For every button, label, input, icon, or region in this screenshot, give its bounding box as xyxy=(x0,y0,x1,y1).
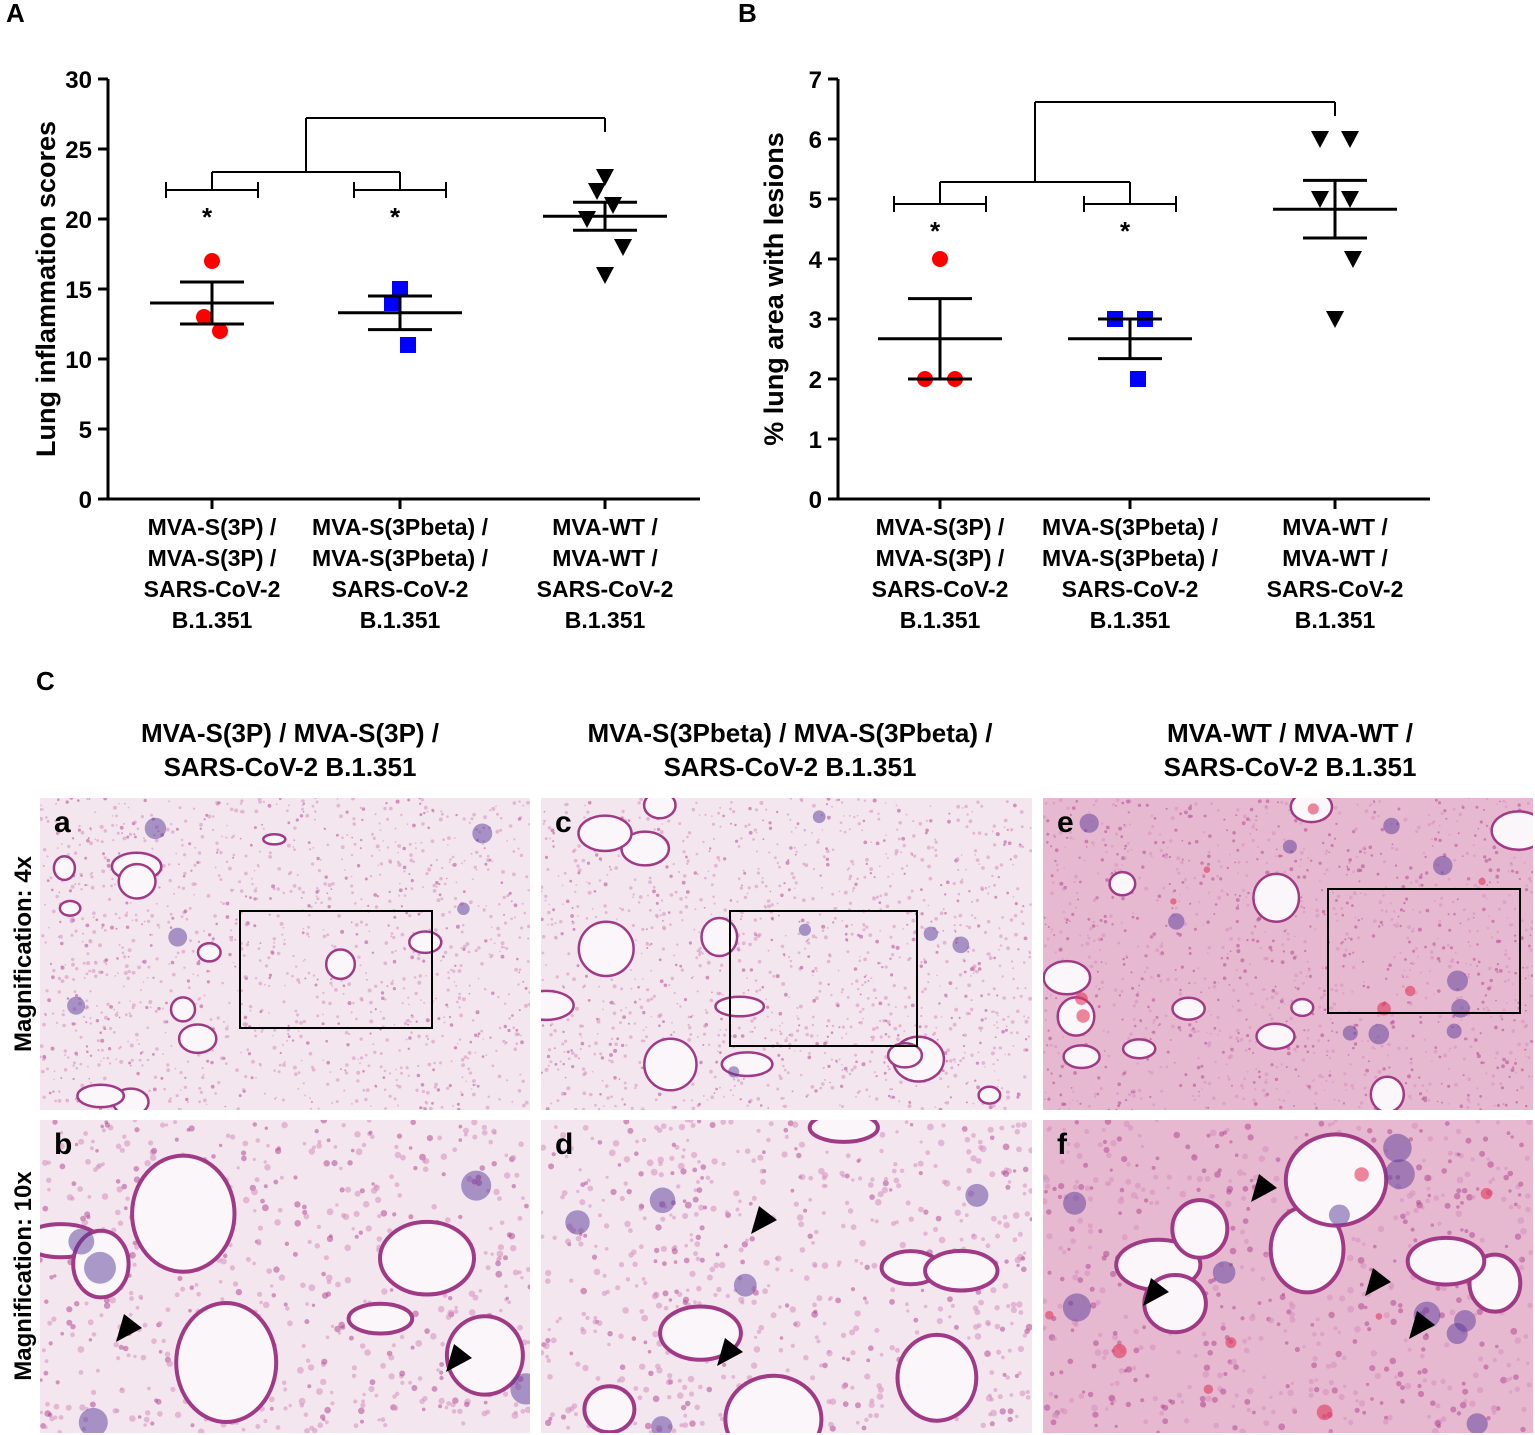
panel-c-header-1: MVA-S(3P) / MVA-S(3P) / SARS-CoV-2 B.1.3… xyxy=(40,716,540,784)
micrograph-a: a xyxy=(40,798,530,1110)
chart-b-ytick-label-4: 4 xyxy=(809,247,823,274)
row-label-10x: Magnification: 10x xyxy=(10,1171,37,1381)
chart-b-significance-0: * xyxy=(930,216,941,246)
chart-b-category-0-line-2: SARS-CoV-2 xyxy=(872,576,1009,602)
chart-a-ytick-label-0: 0 xyxy=(79,487,92,514)
micrograph-f: f xyxy=(1043,1120,1533,1433)
panel-c-header-2-line-1: MVA-S(3Pbeta) / MVA-S(3Pbeta) / xyxy=(587,718,993,748)
chart-a-ytick-label-4: 20 xyxy=(65,207,92,234)
micrograph-letter-e: e xyxy=(1057,806,1074,839)
chart-b-category-0-line-3: B.1.351 xyxy=(900,607,981,633)
chart-a-category-2-line-0: MVA-WT / xyxy=(552,514,658,540)
chart-a-category-1-line-2: SARS-CoV-2 xyxy=(332,576,469,602)
chart-a-category-1-line-0: MVA-S(3Pbeta) / xyxy=(312,514,489,540)
chart-a-point-2-2 xyxy=(604,197,622,214)
chart-a-point-1-1 xyxy=(384,295,400,311)
chart-b-category-1-line-3: B.1.351 xyxy=(1090,607,1171,633)
chart-a-ytick-label-6: 30 xyxy=(65,67,92,94)
chart-b-category-1-line-1: MVA-S(3Pbeta) / xyxy=(1042,545,1219,571)
chart-b-point-2-2 xyxy=(1311,191,1329,208)
chart-a-point-1-2 xyxy=(400,337,416,353)
chart-b-ytick-label-2: 2 xyxy=(809,367,822,394)
panel-letter-a: A xyxy=(6,0,25,28)
chart-a-point-2-0 xyxy=(596,169,614,186)
chart-b-ytick-label-3: 3 xyxy=(809,307,822,334)
panel-c-header-1-line-1: MVA-S(3P) / MVA-S(3P) / xyxy=(140,718,440,748)
micrograph-letter-c: c xyxy=(555,806,572,839)
chart-b-category-2-line-3: B.1.351 xyxy=(1295,607,1376,633)
micrograph-d: d xyxy=(541,1120,1032,1433)
chart-b-significance-1: * xyxy=(1120,216,1131,246)
chart-b-point-1-2 xyxy=(1130,371,1146,387)
chart-b-category-0-line-1: MVA-S(3P) / xyxy=(876,545,1005,571)
chart-a-category-0-line-0: MVA-S(3P) / xyxy=(148,514,277,540)
micrograph-letter-f: f xyxy=(1057,1128,1067,1161)
chart-b-point-2-0 xyxy=(1311,131,1329,148)
chart-b-point-2-3 xyxy=(1341,191,1359,208)
micrograph-letter-a: a xyxy=(54,806,71,839)
chart-a-point-2-5 xyxy=(596,267,614,284)
chart-a-category-0-line-3: B.1.351 xyxy=(172,607,253,633)
chart-b-ytick-label-7: 7 xyxy=(809,67,822,94)
chart-b-y-label: % lung area with lesions xyxy=(759,132,789,446)
panel-c-header-2: MVA-S(3Pbeta) / MVA-S(3Pbeta) / SARS-CoV… xyxy=(530,716,1050,784)
chart-b-category-1-line-2: SARS-CoV-2 xyxy=(1062,576,1199,602)
chart-b-point-0-0 xyxy=(932,251,948,267)
chart-a-category-0-line-1: MVA-S(3P) / xyxy=(148,545,277,571)
chart-a-category-2-line-3: B.1.351 xyxy=(565,607,646,633)
chart-b-point-2-4 xyxy=(1344,251,1362,268)
chart-a-point-2-4 xyxy=(614,239,632,256)
chart-a-point-2-3 xyxy=(578,211,596,228)
chart-b-category-0-line-0: MVA-S(3P) / xyxy=(876,514,1005,540)
chart-b-ytick-label-5: 5 xyxy=(809,187,822,214)
chart-a-point-0-1 xyxy=(196,309,212,325)
panel-c-header-3: MVA-WT / MVA-WT / SARS-CoV-2 B.1.351 xyxy=(1040,716,1535,784)
panel-c-header-2-line-2: SARS-CoV-2 B.1.351 xyxy=(663,752,917,782)
chart-b-ytick-label-1: 1 xyxy=(809,427,822,454)
panel-letter-c: C xyxy=(36,666,55,696)
panel-c-header-3-line-2: SARS-CoV-2 B.1.351 xyxy=(1163,752,1417,782)
panel-c-header-1-line-2: SARS-CoV-2 B.1.351 xyxy=(163,752,417,782)
chart-a-category-2-line-1: MVA-WT / xyxy=(552,545,658,571)
chart-a-ytick-label-2: 10 xyxy=(65,347,92,374)
chart-b-category-2-line-2: SARS-CoV-2 xyxy=(1267,576,1404,602)
chart-a-ytick-label-5: 25 xyxy=(65,137,92,164)
micrograph-c: c xyxy=(541,798,1032,1110)
row-label-4x: Magnification: 4x xyxy=(10,855,37,1053)
chart-a-point-0-0 xyxy=(204,253,220,269)
chart-a-significance-1: * xyxy=(390,202,401,232)
chart-a-significance-0: * xyxy=(202,202,213,232)
chart-b-ytick-label-6: 6 xyxy=(809,127,822,154)
chart-b-category-2-line-1: MVA-WT / xyxy=(1282,545,1388,571)
chart-b-category-1-line-0: MVA-S(3Pbeta) / xyxy=(1042,514,1219,540)
micrograph-letter-d: d xyxy=(555,1128,574,1161)
chart-a-point-1-0 xyxy=(392,281,408,297)
chart-a-ytick-label-3: 15 xyxy=(65,277,92,304)
chart-a-y-label: Lung inflammation scores xyxy=(31,121,61,457)
chart-b-ytick-label-0: 0 xyxy=(809,487,822,514)
chart-b-category-2-line-0: MVA-WT / xyxy=(1282,514,1388,540)
chart-b-point-2-5 xyxy=(1326,311,1344,328)
chart-a-category-2-line-2: SARS-CoV-2 xyxy=(537,576,674,602)
chart-a-category-1-line-3: B.1.351 xyxy=(360,607,441,633)
chart-b-point-2-1 xyxy=(1341,131,1359,148)
micrograph-b: b xyxy=(40,1120,530,1433)
chart-a-category-1-line-1: MVA-S(3Pbeta) / xyxy=(312,545,489,571)
chart-a-ytick-label-1: 5 xyxy=(79,417,92,444)
chart-a-point-2-1 xyxy=(588,183,606,200)
micrograph-letter-b: b xyxy=(54,1128,73,1161)
chart-a-point-0-2 xyxy=(212,323,228,339)
chart-a-category-0-line-2: SARS-CoV-2 xyxy=(144,576,281,602)
micrograph-e: e xyxy=(1043,798,1533,1110)
panel-c-header-3-line-1: MVA-WT / MVA-WT / xyxy=(1167,718,1413,748)
panel-letter-b: B xyxy=(738,0,757,28)
